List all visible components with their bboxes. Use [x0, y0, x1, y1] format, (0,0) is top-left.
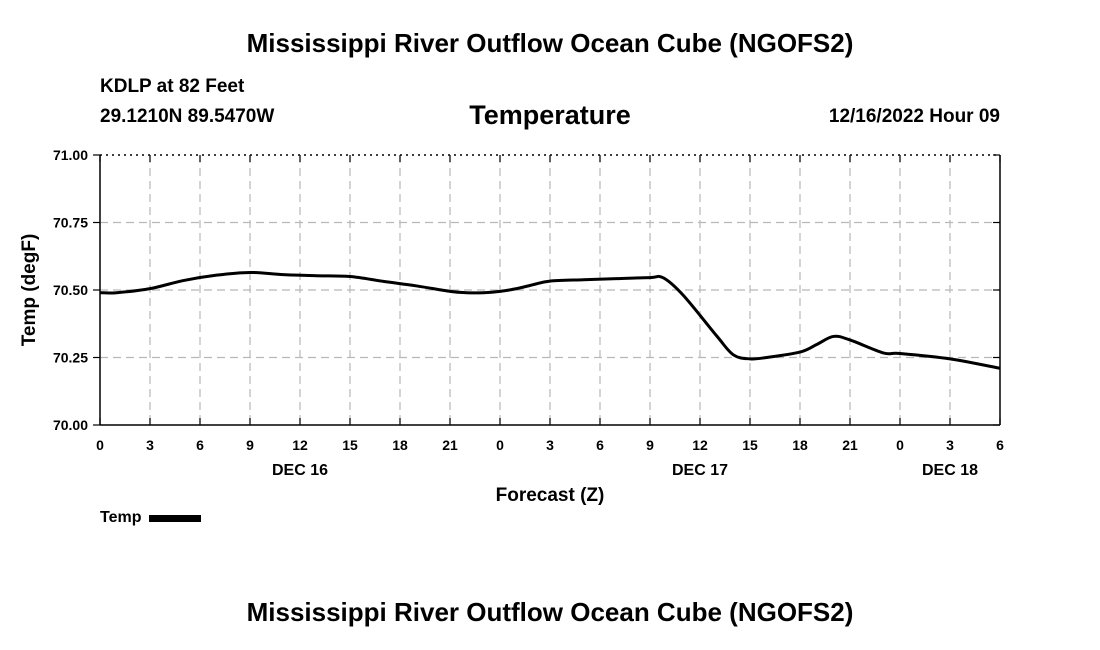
footer-title: Mississippi River Outflow Ocean Cube (NG…	[246, 597, 854, 627]
station-label: KDLP at 82 Feet	[100, 76, 245, 97]
day-label: DEC 18	[922, 462, 978, 479]
x-tick-label: 6	[996, 437, 1004, 453]
axis-labels: 0 3 6 9 12 15 18 21 0 3 6 9 12 15 18 21 0 3 6 70.00 70.25 70.…	[19, 147, 1004, 506]
y-tick-label: 70.00	[53, 417, 88, 433]
y-tick-label: 71.00	[53, 147, 88, 163]
station-coordinates: 29.1210N 89.5470W	[100, 106, 275, 127]
x-tick-label: 3	[146, 437, 154, 453]
series-layer	[99, 270, 1001, 370]
x-tick-label: 0	[896, 437, 904, 453]
x-tick-label: 21	[442, 437, 458, 453]
day-label: DEC 17	[672, 462, 728, 479]
x-tick-label: 12	[692, 437, 708, 453]
x-tick-label: 18	[392, 437, 408, 453]
x-tick-label: 9	[246, 437, 254, 453]
temp-series-line	[99, 270, 1001, 370]
x-tick-label: 15	[742, 437, 758, 453]
x-tick-label: 15	[342, 437, 358, 453]
legend-swatch	[149, 514, 202, 522]
y-axis-title: Temp (degF)	[19, 234, 40, 347]
legend: Temp	[100, 509, 202, 527]
chart-title: Temperature	[469, 100, 631, 130]
page-title: Mississippi River Outflow Ocean Cube (NG…	[246, 28, 854, 58]
x-tick-label: 3	[546, 437, 554, 453]
x-tick-label: 18	[792, 437, 808, 453]
axes	[93, 154, 1001, 426]
grid	[100, 154, 1000, 425]
x-tick-label: 12	[292, 437, 308, 453]
x-tick-label: 0	[496, 437, 504, 453]
y-tick-label: 70.75	[53, 215, 88, 231]
forecast-datetime: 12/16/2022 Hour 09	[828, 106, 1000, 127]
y-tick-label: 70.50	[53, 282, 88, 298]
day-label: DEC 16	[272, 462, 328, 479]
x-tick-label: 3	[946, 437, 954, 453]
y-tick-label: 70.25	[53, 350, 88, 366]
x-tick-label: 6	[596, 437, 604, 453]
x-axis-title: Forecast (Z)	[496, 485, 605, 506]
x-tick-label: 6	[196, 437, 204, 453]
legend-label: Temp	[100, 509, 142, 526]
x-tick-label: 0	[96, 437, 104, 453]
x-tick-label: 9	[646, 437, 654, 453]
x-tick-label: 21	[842, 437, 858, 453]
